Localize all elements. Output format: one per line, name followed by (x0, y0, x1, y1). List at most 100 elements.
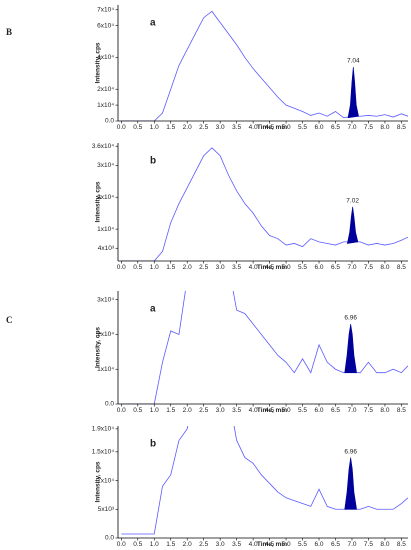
y-axis-label: Intensity, cps (95, 42, 102, 83)
x-tick-label: 0.0 (117, 264, 126, 271)
panel-label: b (150, 156, 156, 167)
y-tick-label: 4x10⁴ (97, 54, 114, 61)
x-axis-label: Time, min (257, 407, 287, 414)
x-tick-label: 6.0 (314, 407, 323, 414)
x-tick-label: 7.5 (364, 264, 373, 271)
x-tick-label: 3.5 (232, 124, 241, 131)
y-tick-label: 1.9x10⁴ (92, 426, 115, 433)
y-tick-label: 6x10⁴ (97, 22, 114, 29)
x-tick-label: 2.0 (183, 124, 192, 131)
peak-label: 7.04 (347, 58, 360, 65)
y-tick-label: 5x10³ (98, 506, 115, 513)
panel-label: a (150, 304, 156, 315)
x-tick-label: 1.5 (166, 407, 175, 414)
x-tick-label: 5.5 (298, 541, 307, 548)
x-tick-label: 0.5 (133, 541, 142, 548)
panel-label: a (150, 18, 156, 29)
y-tick-label: 0.0 (105, 401, 114, 408)
x-tick-label: 1.5 (166, 124, 175, 131)
x-tick-label: 4.0 (249, 541, 258, 548)
x-tick-label: 1.0 (150, 124, 159, 131)
x-tick-label: 3.5 (232, 264, 241, 271)
x-axis-label: Time, min (257, 541, 287, 548)
panel-label: b (150, 439, 156, 450)
trace (121, 291, 408, 404)
x-tick-label: 3.5 (232, 541, 241, 548)
x-tick-label: 6.0 (314, 264, 323, 271)
y-axis-label: Intensity, cps (95, 327, 102, 368)
x-tick-label: 6.0 (314, 541, 323, 548)
trace (121, 147, 408, 261)
x-tick-label: 4.5 (265, 541, 274, 548)
x-tick-label: 1.0 (150, 407, 159, 414)
x-tick-label: 6.5 (331, 541, 340, 548)
x-tick-label: 6.5 (331, 264, 340, 271)
x-tick-label: 3.0 (216, 264, 225, 271)
peak-label: 6.96 (344, 448, 357, 455)
x-tick-label: 8.0 (380, 541, 389, 548)
x-tick-label: 8.0 (380, 407, 389, 414)
x-tick-label: 5.0 (282, 264, 291, 271)
x-tick-label: 0.5 (133, 124, 142, 131)
x-tick-label: 1.5 (166, 264, 175, 271)
peak-label: 6.96 (344, 315, 357, 322)
y-tick-label: 3x10⁴ (97, 296, 114, 303)
x-tick-label: 3.0 (216, 407, 225, 414)
x-tick-label: 1.5 (166, 541, 175, 548)
x-tick-label: 2.0 (183, 541, 192, 548)
x-axis-label: Time, min (257, 264, 287, 271)
x-tick-label: 0.0 (117, 541, 126, 548)
x-tick-label: 6.5 (331, 407, 340, 414)
x-tick-label: 3.5 (232, 407, 241, 414)
y-tick-label: 0.0 (105, 535, 114, 542)
x-tick-label: 2.5 (199, 264, 208, 271)
trace (121, 426, 408, 535)
section-label: B (6, 27, 12, 37)
x-tick-label: 0.0 (117, 124, 126, 131)
x-tick-label: 4.0 (249, 264, 258, 271)
x-tick-label: 8.5 (397, 124, 406, 131)
x-tick-label: 7.0 (347, 407, 356, 414)
x-tick-label: 5.0 (282, 124, 291, 131)
trace (121, 10, 408, 121)
x-tick-label: 4.5 (265, 264, 274, 271)
x-tick-label: 1.0 (150, 541, 159, 548)
x-tick-label: 2.0 (183, 407, 192, 414)
x-tick-label: 8.0 (380, 264, 389, 271)
x-tick-label: 8.5 (397, 264, 406, 271)
x-tick-label: 4.0 (249, 124, 258, 131)
x-tick-label: 7.5 (364, 124, 373, 131)
peak (344, 323, 357, 374)
y-tick-label: 1.5x10⁴ (92, 449, 115, 456)
x-tick-label: 8.5 (397, 541, 406, 548)
x-tick-label: 4.5 (265, 407, 274, 414)
x-tick-label: 6.0 (314, 124, 323, 131)
section-label: C (6, 315, 13, 325)
x-tick-label: 7.5 (364, 407, 373, 414)
x-tick-label: 8.0 (380, 124, 389, 131)
y-tick-label: 4x10³ (98, 245, 115, 252)
x-tick-label: 4.0 (249, 407, 258, 414)
x-tick-label: 5.5 (298, 124, 307, 131)
x-tick-label: 3.0 (216, 541, 225, 548)
x-tick-label: 3.0 (216, 124, 225, 131)
peak-label: 7.02 (346, 198, 359, 205)
x-tick-label: 8.5 (397, 407, 406, 414)
y-tick-label: 1x10⁴ (97, 366, 114, 373)
x-tick-label: 2.5 (199, 407, 208, 414)
peak (344, 457, 357, 510)
x-tick-label: 5.5 (298, 264, 307, 271)
y-tick-label: 1x10⁴ (97, 226, 114, 233)
x-tick-label: 0.5 (133, 407, 142, 414)
x-tick-label: 7.0 (347, 264, 356, 271)
x-tick-label: 0.0 (117, 407, 126, 414)
y-axis-label: Intensity, cps (95, 181, 102, 222)
x-tick-label: 6.5 (331, 124, 340, 131)
x-tick-label: 2.0 (183, 264, 192, 271)
peak (347, 66, 359, 119)
y-tick-label: 0.0 (105, 118, 114, 125)
x-tick-label: 7.5 (364, 541, 373, 548)
y-tick-label: 3x10⁴ (97, 162, 114, 169)
x-tick-label: 5.0 (282, 541, 291, 548)
peak (346, 206, 359, 244)
